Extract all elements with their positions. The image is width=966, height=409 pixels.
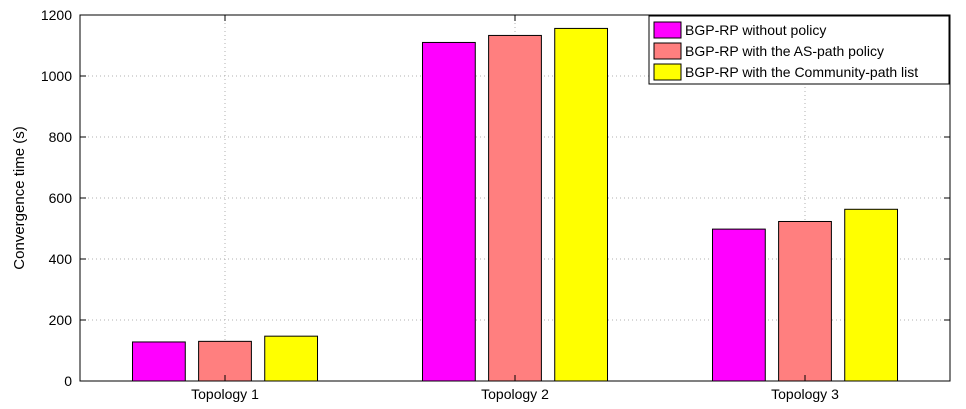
legend-swatch (653, 63, 682, 81)
legend-entry: BGP-RP with the AS-path policy (685, 43, 884, 59)
bar (488, 34, 542, 382)
y-tick-label: 0 (64, 373, 72, 389)
y-axis-label: Convergence time (s) (11, 126, 28, 269)
bar (844, 208, 899, 382)
bar (131, 341, 186, 382)
axis-ticks: 0 200 400 600 800 1000 1200 Topology 1 Topology … (41, 7, 950, 402)
legend-swatch (653, 21, 682, 39)
legend-entry: BGP-RP with the Community-path list (685, 64, 918, 80)
y-tick-label: 600 (49, 190, 73, 206)
bar (778, 220, 832, 382)
bar (711, 228, 766, 382)
x-tick-label: Topology 2 (481, 386, 549, 402)
y-tick-label: 200 (49, 312, 73, 328)
legend-box (648, 15, 950, 85)
y-tick-label: 1000 (41, 68, 72, 84)
bar (421, 41, 476, 382)
y-tick-label: 400 (49, 251, 73, 267)
bar (264, 335, 319, 382)
y-tick-label: 800 (49, 129, 73, 145)
legend: BGP-RP without policy BGP-RP with the AS-… (648, 15, 950, 85)
x-tick-label: Topology 3 (771, 386, 839, 402)
legend-entry: BGP-RP without policy (685, 22, 826, 38)
legend-swatch (653, 42, 682, 60)
bars (131, 27, 899, 382)
x-tick-label: Topology 1 (191, 386, 259, 402)
y-tick-label: 1200 (41, 7, 72, 23)
bar (198, 340, 252, 382)
bar (554, 27, 609, 382)
